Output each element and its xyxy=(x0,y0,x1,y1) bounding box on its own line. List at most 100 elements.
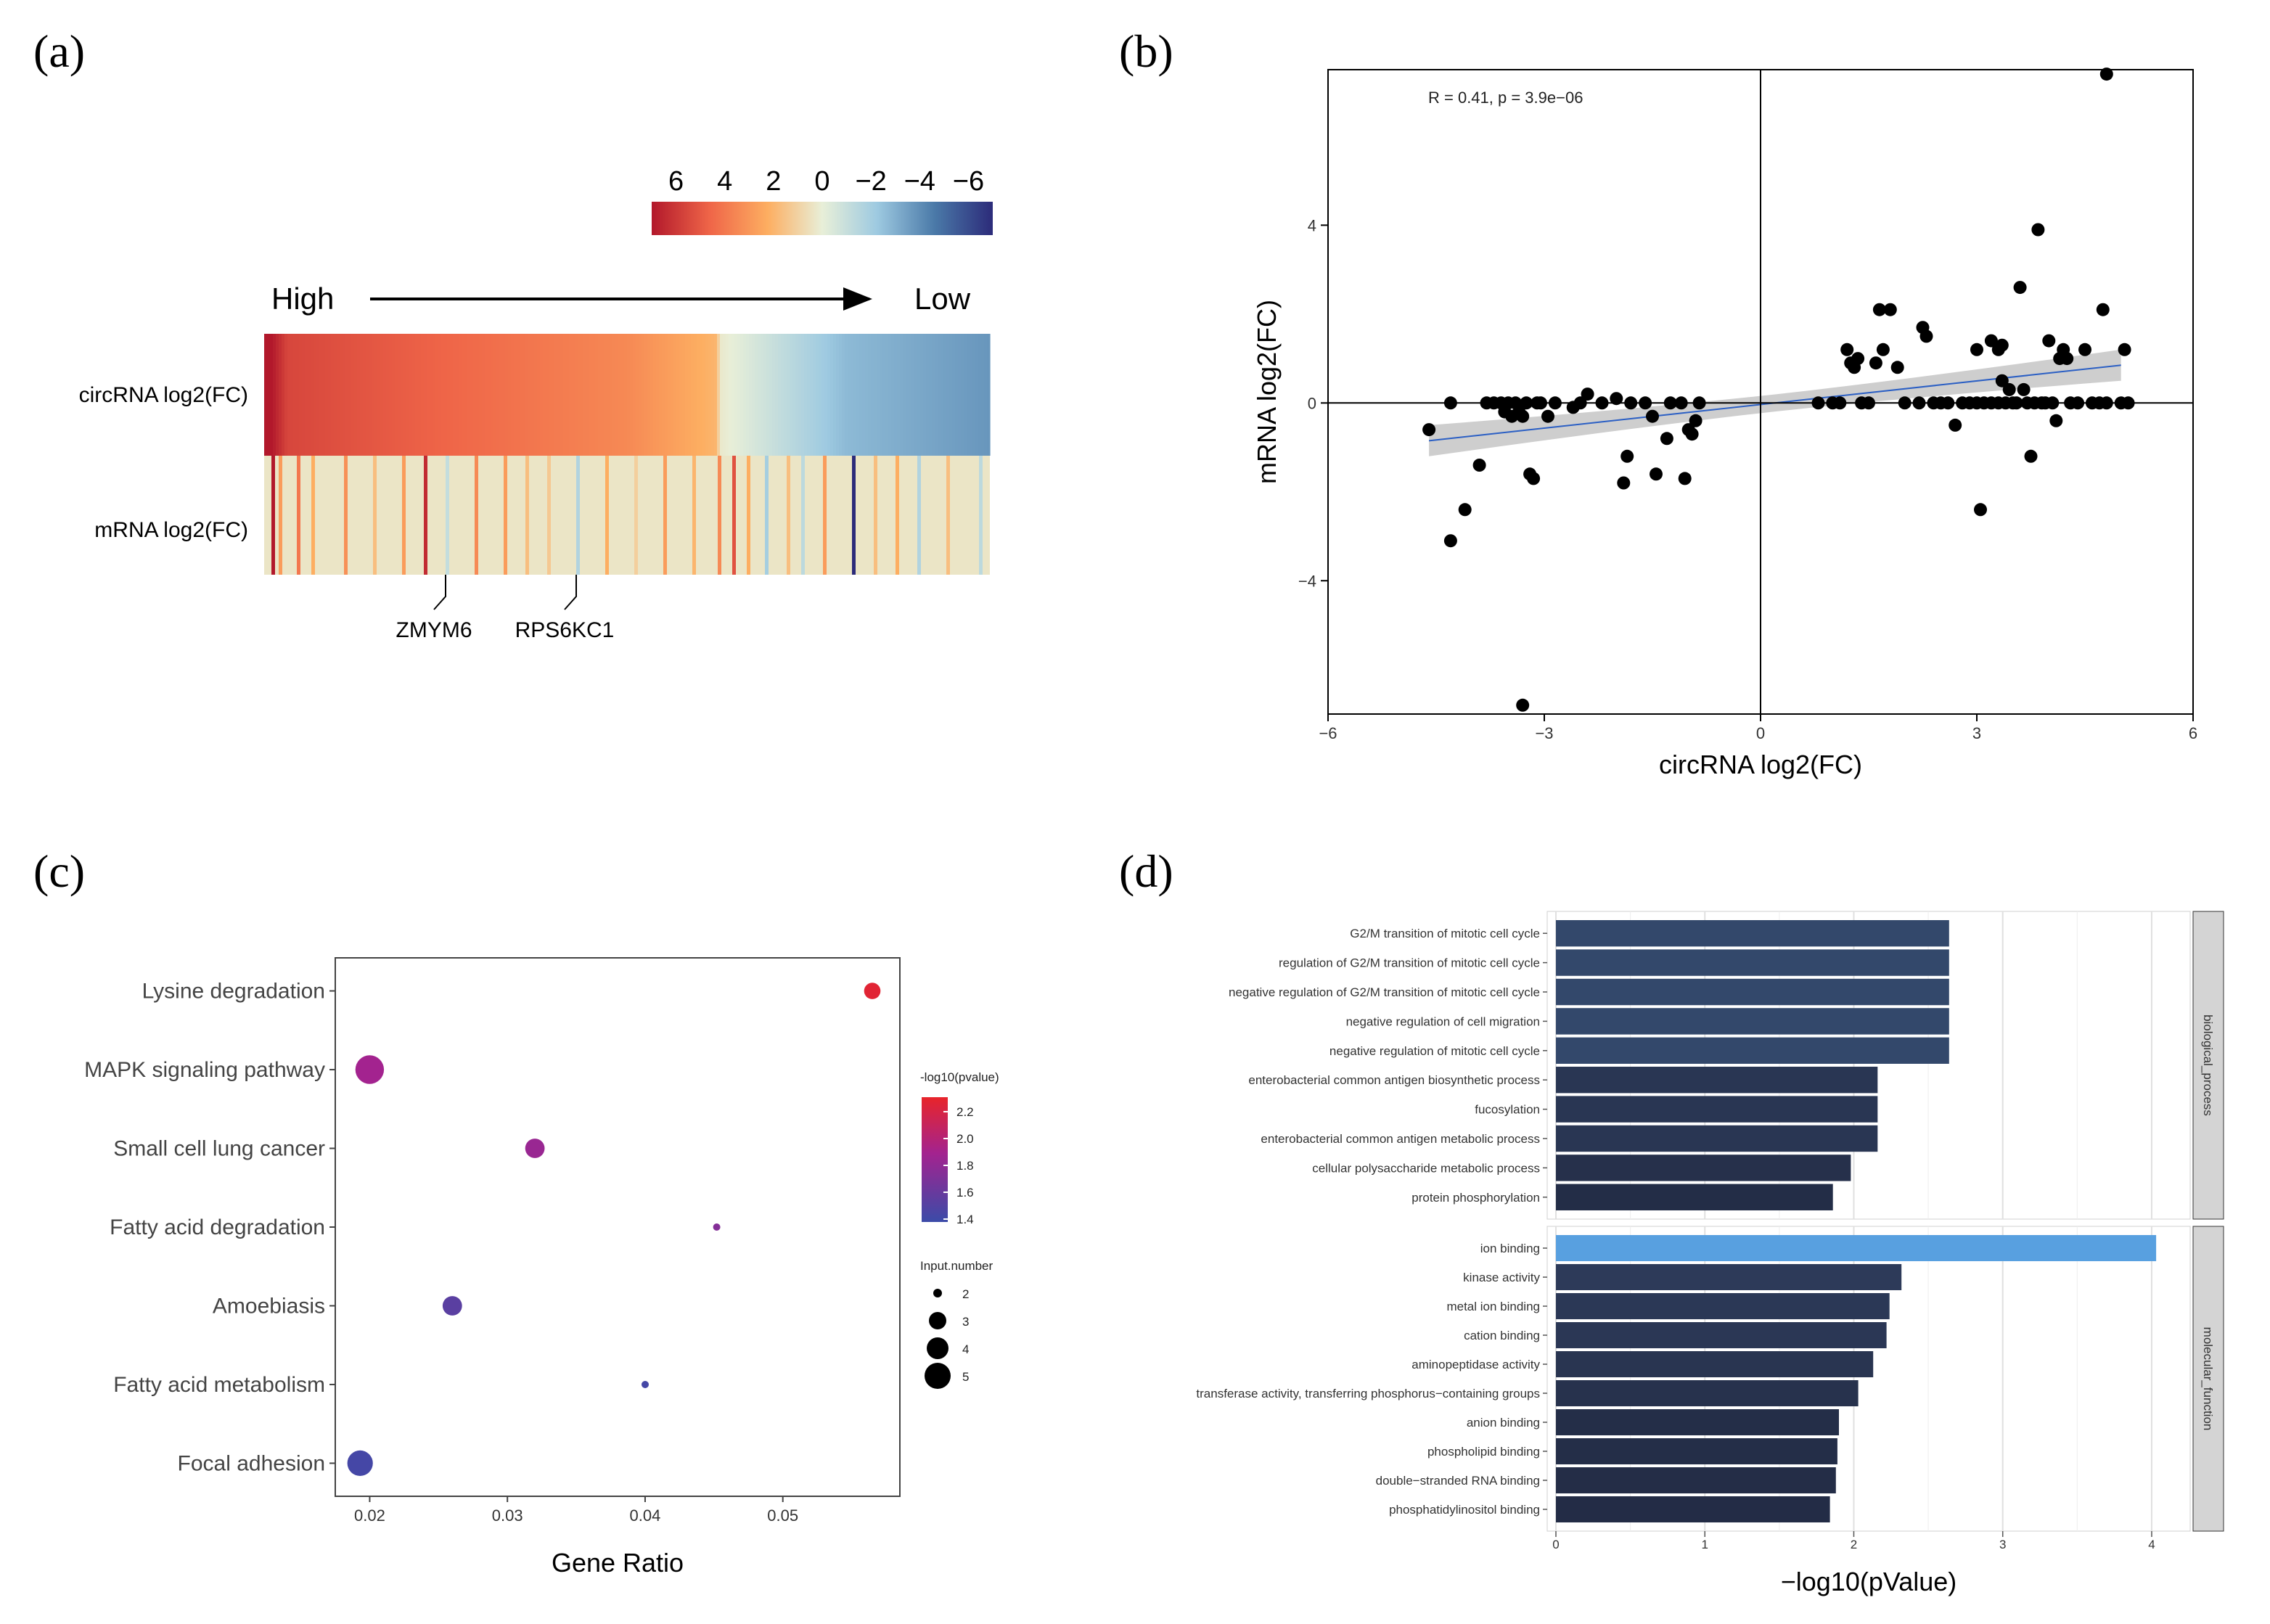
heatmap-cell-mrna xyxy=(402,456,406,575)
heatmap-cell-circrna xyxy=(729,334,732,456)
heatmap-cell-circrna xyxy=(952,334,956,456)
scatter-point xyxy=(2017,382,2031,396)
bar xyxy=(1556,1409,1839,1435)
heatmap-cell-circrna xyxy=(740,334,744,456)
heatmap-cell-circrna xyxy=(549,334,552,456)
heatmap-cell-mrna xyxy=(373,456,377,575)
colorbar-tick: −4 xyxy=(904,166,935,197)
heatmap-cell-circrna xyxy=(961,334,964,456)
heatmap-cell-mrna xyxy=(504,456,507,575)
heatmap-cell-circrna xyxy=(688,334,692,456)
scatter-point xyxy=(1919,329,1933,343)
scatter-point xyxy=(1692,396,1706,410)
heatmap-cell-circrna xyxy=(766,334,770,456)
heatmap-cell-circrna xyxy=(662,334,665,456)
heatmap-cell-circrna xyxy=(340,334,343,456)
heatmap-mrna-background xyxy=(264,456,990,575)
heatmap-cell-circrna xyxy=(418,334,422,456)
heatmap-cell-circrna xyxy=(366,334,369,456)
scatter-point xyxy=(1872,303,1886,316)
panel-d-barchart: G2/M transition of mitotic cell cycle reg… xyxy=(1196,911,2224,1596)
x-tick-label: 0.03 xyxy=(492,1506,523,1525)
heatmap-cell-circrna xyxy=(682,334,686,456)
heatmap-cell-circrna xyxy=(531,334,535,456)
heatmap-cell-circrna xyxy=(949,334,953,456)
scatter-point xyxy=(1617,476,1631,490)
scatter-point xyxy=(1674,396,1688,410)
heatmap-cell-circrna xyxy=(714,334,718,456)
heatmap-cell-circrna xyxy=(769,334,773,456)
scatter-point xyxy=(1660,432,1673,446)
scatter-point xyxy=(1970,343,1983,356)
heatmap-cell-circrna xyxy=(880,334,883,456)
scatter-point xyxy=(2049,414,2063,427)
heatmap-cell-circrna xyxy=(720,334,724,456)
bar-category-label: anion binding xyxy=(1467,1416,1540,1430)
gene-leader-line xyxy=(564,575,577,610)
scatter-point xyxy=(1912,396,1926,410)
legend-pvalue-title: -log10(pvalue) xyxy=(920,1070,999,1084)
heatmap-cell-circrna xyxy=(496,334,500,456)
heatmap-cell-circrna xyxy=(676,334,680,456)
category-label: MAPK signaling pathway xyxy=(84,1058,325,1082)
heatmap-cell-circrna xyxy=(476,334,480,456)
heatmap-cell-circrna xyxy=(810,334,814,456)
heatmap-cell-circrna xyxy=(287,334,291,456)
scatter-point xyxy=(1650,467,1663,481)
heatmap-cell-circrna xyxy=(784,334,787,456)
panel-b-scatter: −6 −3 0 3 6 −4 0 4 R = 0.41, p = 3.9e−06 circRN… xyxy=(1252,67,2197,779)
scatter-point xyxy=(1639,396,1652,410)
bar-category-label: kinase activity xyxy=(1463,1271,1540,1284)
legend-size: Input.number 2 3 4 5 xyxy=(920,1259,993,1389)
heatmap-cell-circrna xyxy=(401,334,404,456)
scatter-point xyxy=(1941,396,1955,410)
heatmap-cell-circrna xyxy=(337,334,340,456)
scatter-point xyxy=(1620,449,1634,463)
heatmap-cell-circrna xyxy=(369,334,372,456)
heatmap-cell-circrna xyxy=(534,334,538,456)
scatter-point xyxy=(1833,396,1847,410)
heatmap-cell-circrna xyxy=(923,334,927,456)
heatmap-cell-circrna xyxy=(415,334,419,456)
scatter-point xyxy=(1548,396,1562,410)
heatmap-cell-circrna xyxy=(615,334,619,456)
heatmap-cell-circrna xyxy=(938,334,941,456)
heatmap-cell-circrna xyxy=(612,334,616,456)
heatmap-cell-circrna xyxy=(644,334,648,456)
dot-point xyxy=(642,1381,649,1388)
heatmap-cell-circrna xyxy=(665,334,668,456)
heatmap-cell-circrna xyxy=(305,334,308,456)
heatmap-cell-circrna xyxy=(543,334,546,456)
heatmap-cell-circrna xyxy=(833,334,837,456)
heatmap-cell-circrna xyxy=(903,334,906,456)
heatmap-cell-circrna xyxy=(958,334,962,456)
scatter-point xyxy=(1869,356,1882,370)
heatmap-cell-mrna xyxy=(525,456,529,575)
heatmap-cell-circrna xyxy=(569,334,573,456)
heatmap-cell-circrna xyxy=(787,334,790,456)
heatmap-cell-circrna xyxy=(941,334,944,456)
heatmap-cell-circrna xyxy=(813,334,816,456)
x-tick-label: 3 xyxy=(1972,724,1981,742)
heatmap-cell-circrna xyxy=(325,334,329,456)
heatmap-cell-circrna xyxy=(267,334,271,456)
heatmap-cell-circrna xyxy=(398,334,401,456)
colorbar-tick: 0 xyxy=(814,166,829,197)
scatter-point xyxy=(1624,396,1638,410)
heatmap-cell-circrna xyxy=(607,334,610,456)
heatmap-cell-circrna xyxy=(433,334,436,456)
legend-pvalue-tick: 1.6 xyxy=(956,1186,974,1199)
scatter-point xyxy=(1541,409,1554,423)
legend-size-label: 2 xyxy=(962,1287,969,1301)
heatmap-cell-circrna xyxy=(882,334,886,456)
heatmap-cell-circrna xyxy=(554,334,558,456)
row-label-circrna: circRNA log2(FC) xyxy=(79,383,248,407)
heatmap-cell-circrna xyxy=(456,334,459,456)
heatmap-cell-circrna xyxy=(807,334,811,456)
heatmap-cell-circrna xyxy=(351,334,355,456)
heatmap-cell-circrna xyxy=(705,334,709,456)
scatter-point xyxy=(1685,427,1699,441)
scatter-point xyxy=(1876,343,1890,356)
heatmap-cell-mrna xyxy=(917,456,921,575)
panel-letter-b: (b) xyxy=(1119,25,1173,77)
